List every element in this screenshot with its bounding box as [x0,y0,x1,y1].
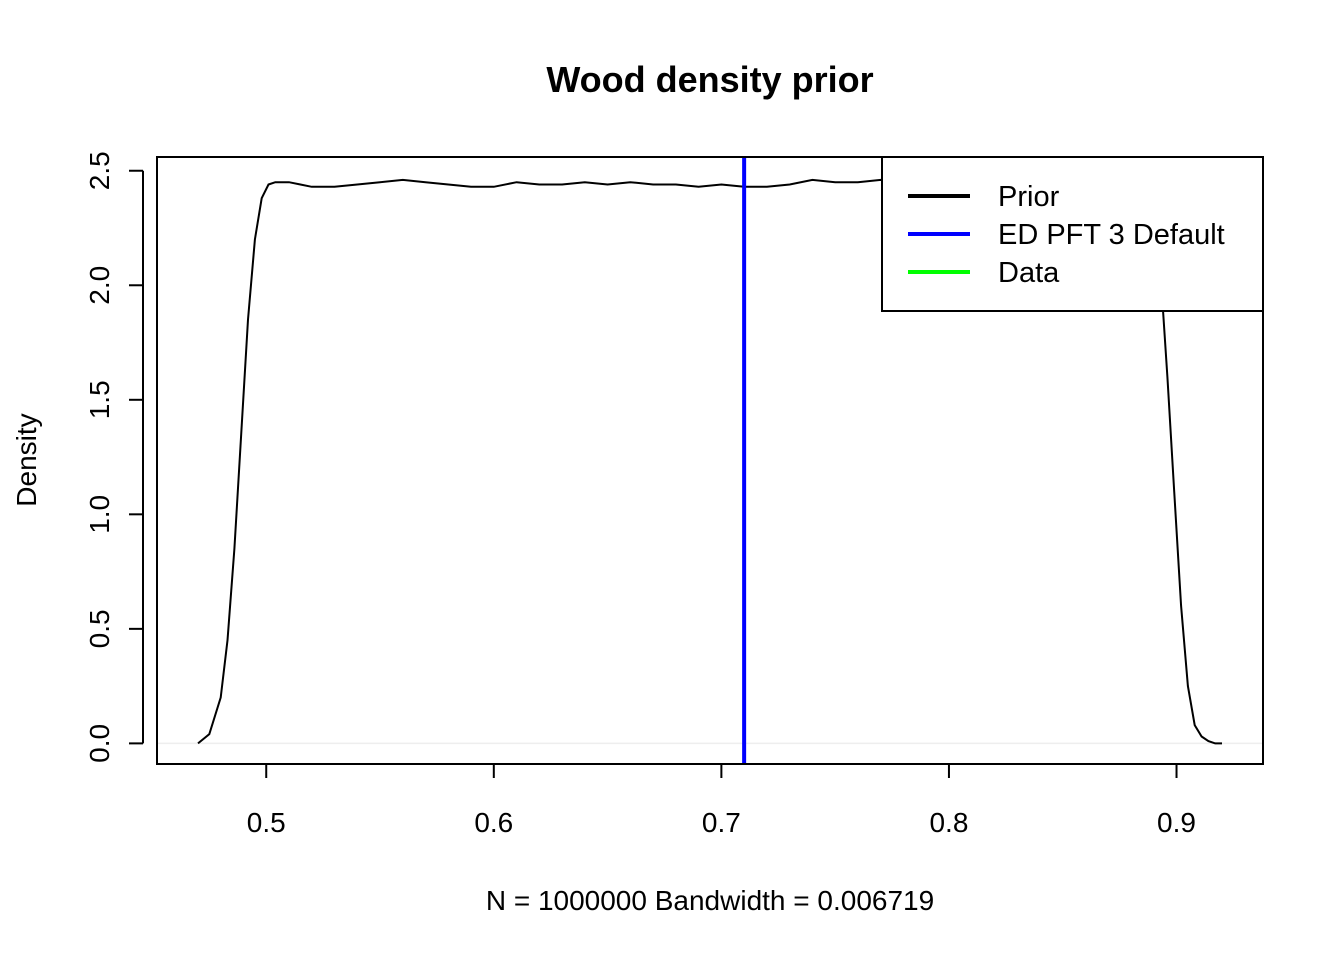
y-tick-label: 0.0 [84,724,115,763]
legend: Prior ED PFT 3 Default Data [881,156,1264,312]
y-tick-label: 0.5 [84,609,115,648]
x-tick-label: 0.9 [1157,807,1196,838]
y-tick-label: 1.0 [84,495,115,534]
legend-label: Prior [998,181,1060,213]
legend-label: ED PFT 3 Default [998,219,1225,251]
x-tick-label: 0.6 [474,807,513,838]
legend-label: Data [998,257,1060,289]
y-axis: 0.0 0.5 1.0 1.5 2.0 2.5 [84,151,144,763]
x-tick-label: 0.7 [702,807,741,838]
plot-frame [156,156,1264,765]
x-axis: 0.5 0.6 0.7 0.8 0.9 [247,764,1196,838]
y-tick-label: 2.5 [84,151,115,190]
y-tick-label: 1.5 [84,380,115,419]
chart-title: Wood density prior [546,59,873,100]
x-tick-label: 0.8 [929,807,968,838]
y-tick-label: 2.0 [84,266,115,305]
y-axis-label: Density [11,413,42,506]
x-axis-label: N = 1000000 Bandwidth = 0.006719 [486,885,934,916]
x-tick-label: 0.5 [247,807,286,838]
